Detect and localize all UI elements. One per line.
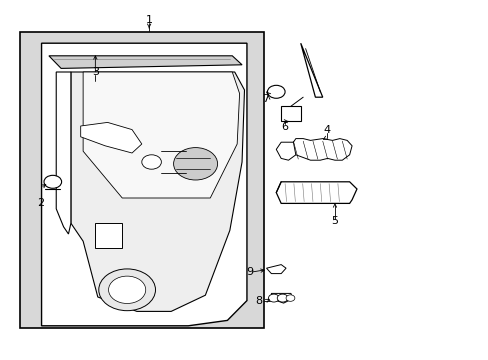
Polygon shape — [49, 56, 242, 68]
Circle shape — [99, 269, 155, 311]
Text: 9: 9 — [245, 267, 252, 277]
Text: 2: 2 — [37, 198, 44, 208]
Circle shape — [277, 294, 287, 302]
Text: 3: 3 — [92, 67, 99, 77]
Circle shape — [142, 155, 161, 169]
Ellipse shape — [173, 148, 217, 180]
Polygon shape — [266, 265, 285, 274]
Polygon shape — [288, 139, 351, 160]
Polygon shape — [41, 43, 246, 326]
Circle shape — [268, 294, 279, 302]
Circle shape — [108, 276, 145, 303]
Polygon shape — [276, 142, 295, 160]
Text: 1: 1 — [145, 15, 152, 25]
Polygon shape — [56, 72, 71, 234]
Text: 6: 6 — [281, 122, 288, 132]
Text: 8: 8 — [255, 296, 262, 306]
Circle shape — [44, 175, 61, 188]
Circle shape — [267, 85, 285, 98]
Text: 7: 7 — [262, 94, 268, 104]
Bar — [20, 32, 264, 328]
Polygon shape — [276, 182, 356, 203]
Circle shape — [285, 295, 294, 301]
Polygon shape — [71, 72, 244, 311]
Polygon shape — [83, 72, 239, 198]
Polygon shape — [81, 122, 142, 153]
Bar — [95, 223, 122, 248]
Text: 4: 4 — [323, 125, 329, 135]
Text: 5: 5 — [331, 216, 338, 226]
Polygon shape — [271, 293, 292, 303]
Polygon shape — [300, 43, 322, 97]
Polygon shape — [281, 106, 300, 121]
